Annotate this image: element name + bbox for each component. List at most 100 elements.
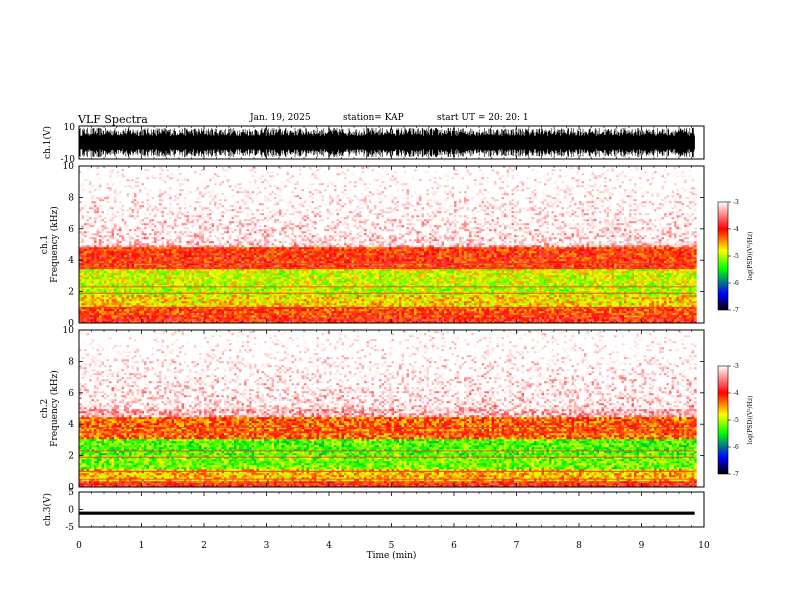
ch1-spectrogram-cell [659, 317, 662, 319]
ch1-spectrogram-cell [312, 317, 315, 319]
ch1-spectrogram-cell [384, 317, 387, 319]
ch1-spectrogram-cell [242, 319, 245, 321]
ch1-spectrogram-cell [682, 319, 685, 321]
ch1-spectrogram-cell [537, 319, 540, 321]
ch1-spectrogram-cell [127, 319, 130, 321]
ch1-spectrogram-cell [144, 319, 147, 321]
ch1-spectrogram-cell [614, 317, 617, 319]
ch1-spectrogram-cell [577, 317, 580, 319]
ch1-spectrogram-cell [684, 319, 687, 321]
ch1-spectrogram-cell [407, 317, 410, 319]
ch1-spectrogram-cell [527, 317, 530, 319]
ch1-spectrogram-cell [532, 317, 535, 319]
ch1-spectrogram-cell [199, 319, 202, 321]
ch1-spectrogram-cell [392, 319, 395, 321]
ch1-spectrogram-cell [207, 319, 210, 321]
ch1-spectrogram-cell [262, 317, 265, 319]
ch1-spectrogram-cell [612, 319, 615, 321]
ch1-spectrogram-cell [469, 319, 472, 321]
ch1-spectrogram-cell [227, 317, 230, 319]
ch1-spectrogram-cell [157, 317, 160, 319]
ch1-spectrogram-cell [672, 317, 675, 319]
ch1-spectrogram-cell [432, 319, 435, 321]
ch1-spectrogram-cell [404, 317, 407, 319]
ch1-spectrogram-cell [204, 317, 207, 319]
ch1-spectrogram-cell [272, 319, 275, 321]
ch1-spectrogram-cell [179, 317, 182, 319]
ch1-spectrogram-cell [694, 317, 697, 319]
ch1-spectrogram-cell [579, 319, 582, 321]
ch1-spectrogram-cell [82, 317, 85, 319]
ch1-spectrogram-cell [692, 319, 695, 321]
ch1-spectrogram-cell [374, 317, 377, 319]
ch1-spectrogram-cell [667, 317, 670, 319]
ch1-spectrogram-cell [557, 317, 560, 319]
ch1-spectrogram-cell [544, 317, 547, 319]
ch1-spectrogram-cell [82, 319, 85, 321]
ch1-spectrogram-cell [129, 317, 132, 319]
ch1-spectrogram-cell [489, 319, 492, 321]
ch1-spectrogram-cell [494, 319, 497, 321]
ch1-spectrogram-cell [509, 319, 512, 321]
vlf-spectra-figure: 10-10ch.1(V)0246810ch.1 Frequency (kHz)-3… [0, 0, 792, 612]
ch1-spectrogram-cell [257, 319, 260, 321]
ch1-spectrogram-cell [669, 317, 672, 319]
ch1-spectrogram-cell [332, 319, 335, 321]
ch1-spectrogram-cell [662, 319, 665, 321]
ch1-spectrogram-cell [244, 317, 247, 319]
ch1-spectrogram-cell [187, 319, 190, 321]
ch1-spectrogram-cell [159, 319, 162, 321]
ch1-spectrogram-cell [214, 317, 217, 319]
ch1-spectrogram-cell [187, 317, 190, 319]
ch1-spectrogram-cell [499, 317, 502, 319]
ch1-spectrogram-cell [104, 319, 107, 321]
ch1-spectrogram-cell [219, 317, 222, 319]
ch1-spectrogram-cell [647, 317, 650, 319]
ch1-spectrogram-cell [414, 317, 417, 319]
ch1-spectrogram-cell [397, 319, 400, 321]
ch1-spectrogram-cell [177, 319, 180, 321]
ch1-spectrogram-cell [369, 317, 372, 319]
ch1-spectrogram-cell [469, 317, 472, 319]
ch1-spectrogram-cell [584, 319, 587, 321]
ch1-spectrogram-cell [134, 319, 137, 321]
ch1-spectrogram-cell [612, 317, 615, 319]
ch1-spectrogram-cell [209, 317, 212, 319]
ch1-spectrogram-cell [169, 317, 172, 319]
ch1-spectrogram-cell [487, 319, 490, 321]
ch1-ytick-label: 10 [64, 123, 76, 133]
ch1-spectrogram-cell [597, 317, 600, 319]
ch1-spectrogram-cell [212, 319, 215, 321]
ch1-spectrogram-cell [629, 319, 632, 321]
ch1-spectrogram-cell [234, 317, 237, 319]
ch1-spectrogram-cells [79, 167, 697, 323]
ch1-spectrogram-cell [237, 319, 240, 321]
ch1-spectrogram-cell [277, 319, 280, 321]
ch1-spectrogram-cell [119, 319, 122, 321]
ch1-spectrogram-cell [554, 317, 557, 319]
ch1-spectrogram-cell [537, 317, 540, 319]
ch1-spectrogram-cell [309, 317, 312, 319]
ch1-spectrogram-cell [194, 317, 197, 319]
ch1-spectrogram-cell [669, 319, 672, 321]
ch1-spectrogram-cell [357, 317, 360, 319]
ch1-spectrogram-cell [632, 317, 635, 319]
ch1-spectrogram-cell [567, 317, 570, 319]
ch1-spectrogram-cell [299, 319, 302, 321]
ch1-spectrogram-cell [479, 317, 482, 319]
ch1-spectrogram-cell [467, 319, 470, 321]
ch1-spectrogram-cell [239, 319, 242, 321]
ch1-spectrogram-cell [102, 317, 105, 319]
ch1-spectrogram-cell [462, 319, 465, 321]
ch1-spectrogram-cell [217, 319, 220, 321]
ch1-spectrogram-cell [354, 317, 357, 319]
ch1-spectrogram-cell [619, 317, 622, 319]
ch1-spectrogram-cell [352, 317, 355, 319]
ch1-spectrogram-cell [417, 317, 420, 319]
ch1-spectrogram-cell [109, 319, 112, 321]
ch1-spectrogram-cell [562, 317, 565, 319]
ch1-spectrogram-cell [317, 319, 320, 321]
ch1-spectrogram-cell [269, 317, 272, 319]
ch1-spectrogram-cell [167, 317, 170, 319]
ch1-spectrogram-cell [587, 319, 590, 321]
